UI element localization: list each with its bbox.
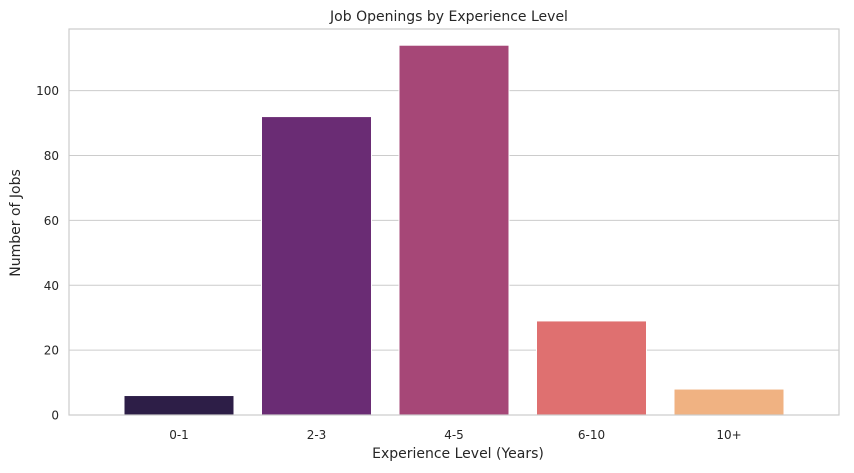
bar-0-1 xyxy=(123,395,235,416)
bar-4-5 xyxy=(398,44,510,416)
x-axis-label: Experience Level (Years) xyxy=(372,446,544,462)
y-tick-label: 0 xyxy=(51,409,59,423)
y-tick-label: 20 xyxy=(44,344,59,358)
x-tick-label: 6-10 xyxy=(578,428,605,442)
plot-frame xyxy=(68,28,840,416)
y-tick-label: 60 xyxy=(44,214,59,228)
bars xyxy=(123,44,785,416)
y-tick-label: 80 xyxy=(44,149,59,163)
x-tick-label: 0-1 xyxy=(169,428,189,442)
chart-title: Job Openings by Experience Level xyxy=(329,9,568,25)
x-tick-label: 4-5 xyxy=(444,428,464,442)
x-tick-label: 10+ xyxy=(716,428,741,442)
bar-6-10 xyxy=(536,320,647,416)
x-tick-labels: 0-1 2-3 4-5 6-10 10+ xyxy=(169,428,741,442)
bar-10+ xyxy=(673,388,785,416)
y-axis-label: Number of Jobs xyxy=(8,169,24,277)
y-tick-label: 100 xyxy=(36,84,59,98)
y-tick-label: 40 xyxy=(44,279,59,293)
y-tick-labels: 0 20 40 60 80 100 xyxy=(36,84,59,422)
bar-2-3 xyxy=(261,116,372,416)
x-tick-label: 2-3 xyxy=(307,428,327,442)
